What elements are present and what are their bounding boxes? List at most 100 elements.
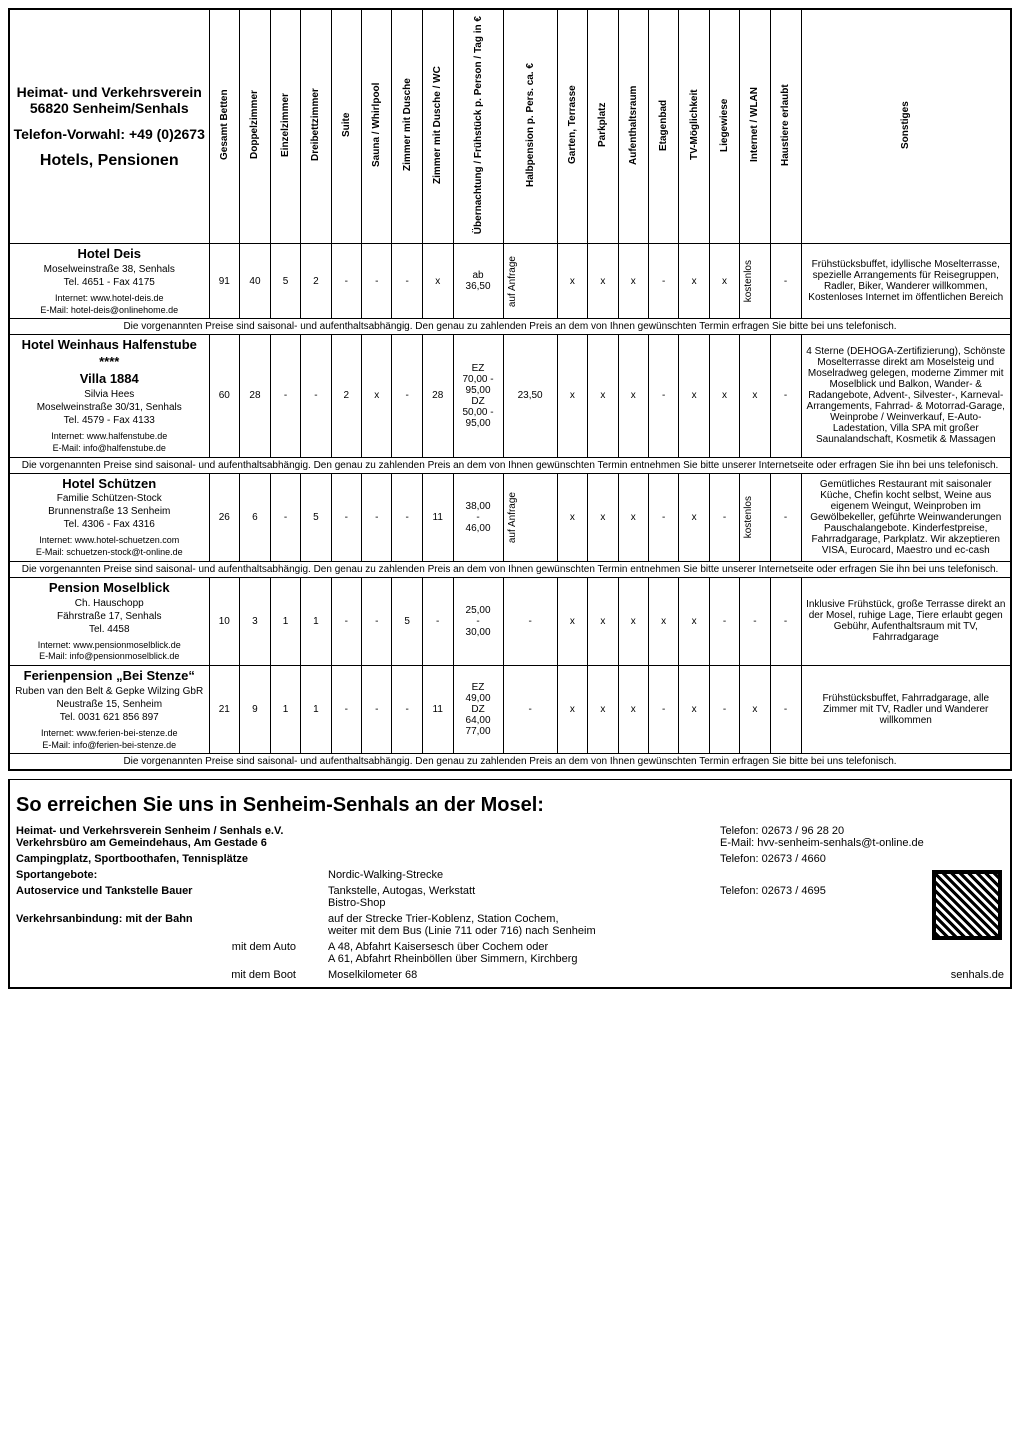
cell: - <box>709 666 739 754</box>
cell: - <box>270 335 300 457</box>
info-value: Tankstelle, Autogas, Werkstatt Bistro-Sh… <box>328 885 708 909</box>
cell: - <box>770 335 801 457</box>
col-hp: Halbpension p. Pers. ca. € <box>503 9 557 244</box>
directions-title: So erreichen Sie uns in Senheim-Senhals … <box>16 794 1004 817</box>
cell: x <box>588 335 618 457</box>
cell: 1 <box>270 577 300 665</box>
cell: 91 <box>209 244 240 319</box>
note-row: Die vorgenannten Preise sind saisonal- u… <box>9 319 1011 335</box>
cell: EZ49,00DZ64,0077,00 <box>453 666 503 754</box>
cell: 5 <box>270 244 300 319</box>
table-row: Pension MoselblickCh. HauschoppFährstraß… <box>9 577 1011 665</box>
cell: - <box>392 666 422 754</box>
cell: - <box>770 577 801 665</box>
col-aufenthalt: Aufenthaltsraum <box>618 9 648 244</box>
cell: - <box>648 473 678 561</box>
note-row: Die vorgenannten Preise sind saisonal- u… <box>9 457 1011 473</box>
cell: - <box>648 335 678 457</box>
cell: 40 <box>240 244 271 319</box>
cell: 23,50 <box>503 335 557 457</box>
col-sauna: Sauna / Whirlpool <box>362 9 392 244</box>
cell: - <box>422 577 453 665</box>
cell: x <box>648 577 678 665</box>
info-contact: Telefon: 02673 / 4660 <box>720 853 1004 865</box>
cell: x <box>588 473 618 561</box>
cell: - <box>362 244 392 319</box>
cell: 1 <box>270 666 300 754</box>
cell: x <box>618 473 648 561</box>
cell: x <box>588 577 618 665</box>
cell: x <box>709 244 739 319</box>
cell: - <box>709 577 739 665</box>
cell: x <box>679 666 709 754</box>
cell: - <box>740 577 770 665</box>
cell: 11 <box>422 666 453 754</box>
hotels-table: Heimat- und Verkehrsverein56820 Senheim/… <box>8 8 1012 771</box>
sonstiges-cell: Frühstücksbuffet, idyllische Moselterras… <box>801 244 1011 319</box>
cell: 2 <box>301 244 331 319</box>
info-grid: Heimat- und Verkehrsverein Senheim / Sen… <box>16 825 1004 981</box>
cell: 21 <box>209 666 240 754</box>
directions-section: So erreichen Sie uns in Senheim-Senhals … <box>8 779 1012 989</box>
cell: 11 <box>422 473 453 561</box>
cell: 25,00-30,00 <box>453 577 503 665</box>
cell: x <box>740 666 770 754</box>
note-row: Die vorgenannten Preise sind saisonal- u… <box>9 754 1011 771</box>
col-dreibettzimmer: Dreibettzimmer <box>301 9 331 244</box>
cell: 60 <box>209 335 240 457</box>
col-sonstiges: Sonstiges <box>801 9 1011 244</box>
cell: 10 <box>209 577 240 665</box>
col-doppelzimmer: Doppelzimmer <box>240 9 271 244</box>
info-value: A 48, Abfahrt Kaisersesch über Cochem od… <box>328 941 708 965</box>
cell: x <box>709 335 739 457</box>
note-row: Die vorgenannten Preise sind saisonal- u… <box>9 561 1011 577</box>
cell: ab36,50 <box>453 244 503 319</box>
cell: - <box>331 577 361 665</box>
table-row: Hotel Weinhaus Halfenstube ****Villa 188… <box>9 335 1011 457</box>
section-title: Hotels, Pensionen <box>13 152 206 170</box>
cell: 3 <box>240 577 271 665</box>
cell: - <box>503 666 557 754</box>
col-etagenbad: Etagenbad <box>648 9 678 244</box>
info-label: Autoservice und Tankstelle Bauer <box>16 885 316 897</box>
cell: x <box>679 473 709 561</box>
info-value: Moselkilometer 68 <box>328 969 708 981</box>
cell: x <box>557 335 587 457</box>
info-label: Verkehrsanbindung: mit der Bahn <box>16 913 316 925</box>
cell: kostenlos <box>740 244 770 319</box>
sonstiges-cell: Inklusive Frühstück, große Terrasse dire… <box>801 577 1011 665</box>
cell: x <box>362 335 392 457</box>
info-value: auf der Strecke Trier-Koblenz, Station C… <box>328 913 708 937</box>
cell: 5 <box>392 577 422 665</box>
cell: 1 <box>301 666 331 754</box>
info-contact: Telefon: 02673 / 96 28 20 E-Mail: hvv-se… <box>720 825 1004 849</box>
cell: - <box>648 666 678 754</box>
info-label: Sportangebote: <box>16 869 316 881</box>
sonstiges-cell: Gemütliches Restaurant mit saisonaler Kü… <box>801 473 1011 561</box>
cell: kostenlos <box>740 473 770 561</box>
cell: - <box>270 473 300 561</box>
col-garten: Garten, Terrasse <box>557 9 587 244</box>
col-uef: Übernachtung / Frühstück p. Person / Tag… <box>453 9 503 244</box>
cell: x <box>588 666 618 754</box>
col-gesamt-betten: Gesamt Betten <box>209 9 240 244</box>
cell: auf Anfrage <box>503 473 557 561</box>
cell: x <box>588 244 618 319</box>
cell: x <box>679 244 709 319</box>
cell: - <box>770 473 801 561</box>
table-row: Hotel SchützenFamilie Schützen-StockBrun… <box>9 473 1011 561</box>
cell: - <box>301 335 331 457</box>
qr-code-icon <box>932 870 1002 940</box>
col-liegewiese: Liegewiese <box>709 9 739 244</box>
cell: - <box>392 244 422 319</box>
cell: - <box>392 473 422 561</box>
info-label: mit dem Boot <box>16 969 316 981</box>
info-label: Campingplatz, Sportboothafen, Tennisplät… <box>16 853 316 865</box>
cell: x <box>679 335 709 457</box>
cell: - <box>392 335 422 457</box>
cell: - <box>362 577 392 665</box>
cell: - <box>362 666 392 754</box>
cell: 2 <box>331 335 361 457</box>
cell: x <box>422 244 453 319</box>
info-label: Heimat- und Verkehrsverein Senheim / Sen… <box>16 825 316 849</box>
